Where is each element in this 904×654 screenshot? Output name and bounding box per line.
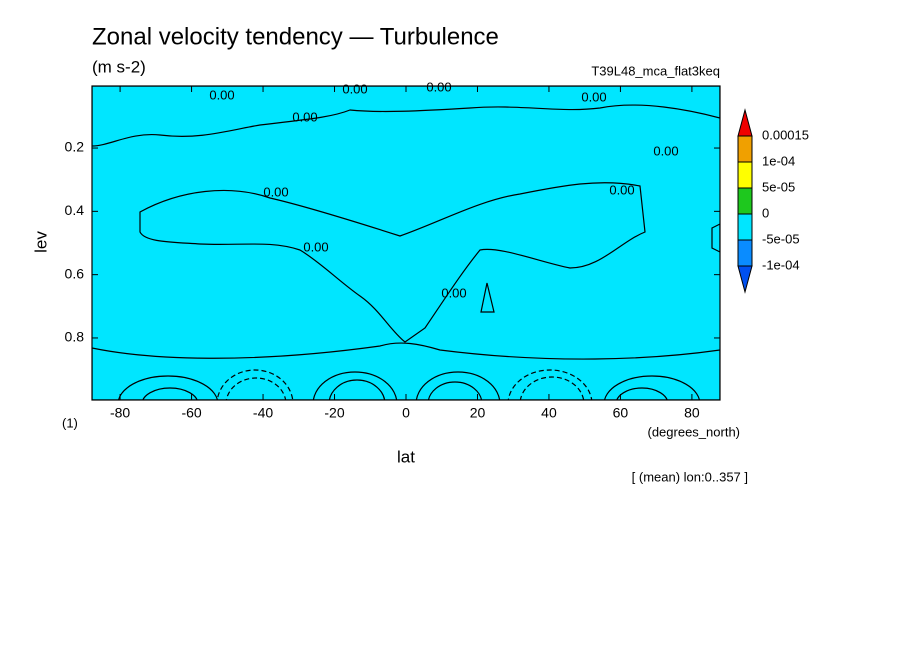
x-tick-label: 60 bbox=[613, 405, 629, 421]
x-tick-label: -40 bbox=[253, 405, 273, 421]
colorbar-triangle bbox=[737, 108, 753, 137]
experiment-label: T39L48_mca_flat3keq bbox=[591, 63, 720, 78]
colorbar-label: 0.00015 bbox=[762, 127, 809, 142]
contour-label: 0.00 bbox=[426, 79, 451, 94]
contour-label: 0.00 bbox=[581, 89, 606, 104]
colorbar-bin bbox=[737, 161, 753, 189]
contour-label: 0.00 bbox=[342, 81, 367, 96]
x-units: (degrees_north) bbox=[648, 424, 741, 439]
colorbar-label: 1e-04 bbox=[762, 153, 795, 168]
contour-label: 0.00 bbox=[263, 184, 288, 199]
contour-field bbox=[92, 86, 720, 400]
y-units: (1) bbox=[62, 415, 78, 430]
colorbar-label: -1e-04 bbox=[762, 257, 800, 272]
x-tick-label: -60 bbox=[181, 405, 201, 421]
colorbar-bin bbox=[737, 135, 753, 163]
x-tick-label: 80 bbox=[684, 405, 700, 421]
contour-label: 0.00 bbox=[209, 87, 234, 102]
footnote: [ (mean) lon:0..357 ] bbox=[632, 469, 748, 484]
colorbar-bin bbox=[737, 239, 753, 267]
x-axis-label: lat bbox=[397, 447, 415, 466]
contour-label: 0.00 bbox=[303, 239, 328, 254]
y-axis-label: lev bbox=[31, 231, 50, 253]
colorbar-label: -5e-05 bbox=[762, 231, 800, 246]
chart-title: Zonal velocity tendency — Turbulence bbox=[92, 23, 499, 50]
contour-label: 0.00 bbox=[292, 109, 317, 124]
contour-label: 0.00 bbox=[441, 285, 466, 300]
x-tick-label: 20 bbox=[470, 405, 486, 421]
x-tick-label: -80 bbox=[110, 405, 130, 421]
colorbar-bin bbox=[737, 187, 753, 215]
colorbar-bin bbox=[737, 213, 753, 241]
colorbar-label: 5e-05 bbox=[762, 179, 795, 194]
x-tick-label: -20 bbox=[324, 405, 344, 421]
colorbar-label: 0 bbox=[762, 205, 769, 220]
x-tick-label: 40 bbox=[541, 405, 557, 421]
x-tick-label: 0 bbox=[402, 405, 410, 421]
y-tick-label: 0.2 bbox=[65, 139, 85, 155]
y-tick-label: 0.4 bbox=[65, 202, 85, 218]
subtitle: (m s-2) bbox=[92, 57, 146, 76]
contour-label: 0.00 bbox=[653, 143, 678, 158]
colorbar-triangle bbox=[737, 265, 753, 294]
contour-label: 0.00 bbox=[609, 182, 634, 197]
y-tick-label: 0.6 bbox=[65, 265, 85, 281]
y-tick-label: 0.8 bbox=[65, 329, 85, 345]
